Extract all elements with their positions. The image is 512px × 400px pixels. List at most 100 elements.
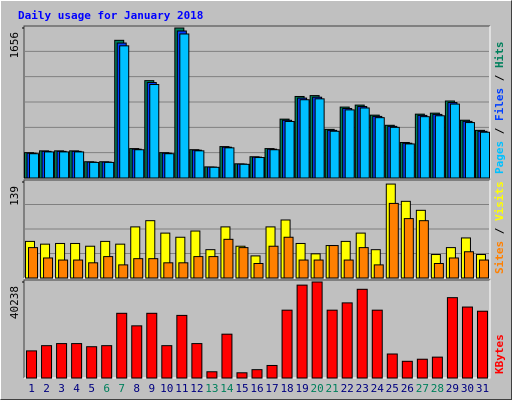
- bar: [356, 288, 368, 379]
- bar: [476, 310, 488, 379]
- bar: [26, 350, 38, 379]
- bar: [464, 122, 475, 179]
- x-tick-label: 17: [265, 382, 278, 395]
- bar: [314, 98, 325, 179]
- bar: [296, 284, 308, 379]
- y-tick-label: 40238: [8, 286, 21, 319]
- x-tick-label: 24: [371, 382, 385, 395]
- bevel: [23, 279, 490, 378]
- bar: [269, 149, 280, 179]
- x-tick-label: 8: [133, 382, 140, 395]
- bar: [389, 126, 400, 179]
- bar: [116, 312, 128, 379]
- bar: [131, 325, 143, 379]
- bar: [404, 143, 415, 179]
- bar: [401, 360, 413, 379]
- x-tick-label: 15: [235, 382, 248, 395]
- bar: [238, 247, 249, 279]
- y-tick-label: 139: [8, 186, 21, 206]
- bar: [221, 333, 233, 379]
- bar: [236, 372, 248, 379]
- bar: [449, 103, 460, 179]
- x-tick-label: 9: [148, 382, 155, 395]
- bar: [268, 245, 279, 279]
- bar: [251, 369, 263, 379]
- x-tick-label: 12: [190, 382, 203, 395]
- bar: [44, 151, 55, 179]
- bar: [388, 202, 399, 279]
- x-tick-label: 4: [73, 382, 80, 395]
- x-tick-label: 23: [356, 382, 369, 395]
- bar: [253, 262, 264, 279]
- bar: [299, 99, 310, 179]
- bevel: [23, 25, 490, 178]
- bar: [358, 247, 369, 279]
- x-tick-label: 1: [28, 382, 35, 395]
- bar: [208, 256, 219, 279]
- bar: [313, 259, 324, 279]
- x-tick-label: 18: [280, 382, 293, 395]
- x-tick-label: 10: [160, 382, 173, 395]
- x-tick-label: 30: [461, 382, 474, 395]
- bar: [461, 306, 473, 379]
- bar: [163, 262, 174, 279]
- bar: [479, 131, 490, 179]
- bar: [344, 109, 355, 179]
- x-tick-label: 28: [431, 382, 444, 395]
- bar: [133, 258, 144, 279]
- bar: [419, 116, 430, 179]
- legend: KBytes: [493, 334, 506, 374]
- x-tick-label: 2: [43, 382, 50, 395]
- bar: [74, 151, 85, 179]
- legend-entry: Hits: [493, 42, 506, 69]
- x-tick-label: 27: [416, 382, 429, 395]
- bar: [374, 117, 385, 179]
- bar: [58, 259, 69, 279]
- bar: [478, 259, 489, 279]
- bar: [29, 153, 40, 179]
- bar: [239, 163, 250, 179]
- bar: [224, 147, 235, 179]
- legend-entry: Sites: [493, 241, 506, 274]
- bar: [41, 345, 53, 379]
- legend: Sites / Visits: [493, 181, 506, 274]
- bar: [284, 120, 295, 179]
- x-tick-label: 26: [401, 382, 414, 395]
- x-tick-label: 14: [220, 382, 234, 395]
- bar: [176, 314, 188, 379]
- bar: [266, 364, 278, 379]
- bar: [89, 161, 100, 179]
- bar: [164, 153, 175, 179]
- bar: [448, 257, 459, 279]
- bar: [371, 309, 383, 379]
- bar: [311, 281, 323, 379]
- x-tick-label: 11: [175, 382, 188, 395]
- x-tick-label: 16: [250, 382, 263, 395]
- bar: [298, 259, 309, 279]
- legend: Pages / Files / Hits: [493, 42, 506, 175]
- x-tick-label: 25: [386, 382, 399, 395]
- legend-entry: Pages: [493, 141, 506, 174]
- x-tick-label: 21: [326, 382, 339, 395]
- bar: [149, 84, 160, 179]
- bar: [73, 259, 84, 279]
- bar: [359, 107, 370, 179]
- bar: [463, 251, 474, 279]
- bar: [433, 262, 444, 279]
- bar: [43, 257, 54, 279]
- bar: [193, 256, 204, 279]
- bar: [328, 245, 339, 279]
- bar: [254, 157, 265, 179]
- bar: [373, 264, 384, 279]
- x-tick-label: 20: [311, 382, 324, 395]
- x-tick-label: 6: [103, 382, 110, 395]
- x-tick-label: 31: [476, 382, 489, 395]
- bar: [146, 312, 158, 379]
- bar: [283, 236, 294, 279]
- x-tick-label: 29: [446, 382, 459, 395]
- legend-separator: /: [493, 121, 506, 141]
- bar: [104, 161, 115, 179]
- bar: [326, 309, 338, 379]
- x-tick-label: 19: [295, 382, 308, 395]
